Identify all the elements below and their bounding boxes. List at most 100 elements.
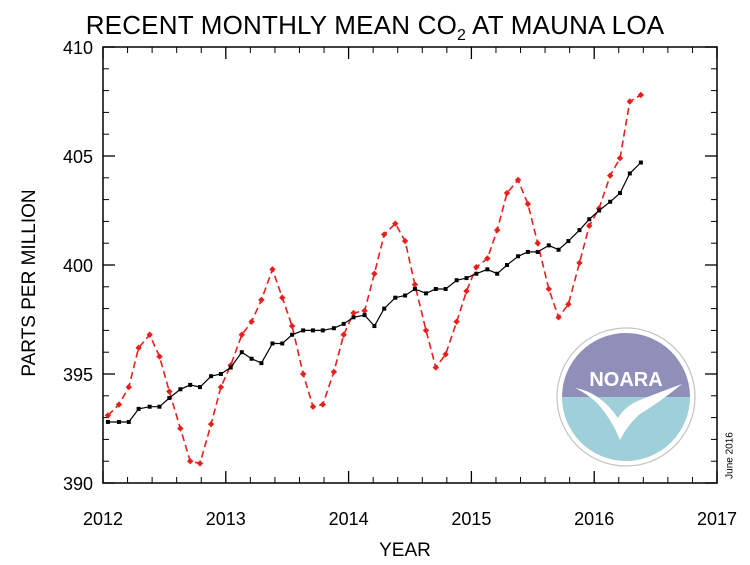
series-point-diamond: [565, 301, 572, 308]
series-point-square: [372, 324, 377, 329]
date-stamp: June 2016: [724, 432, 736, 479]
series-point-diamond: [473, 263, 480, 271]
series-point-diamond: [125, 383, 132, 391]
series-point-square: [218, 372, 223, 376]
series-point-diamond: [626, 98, 634, 105]
x-tick-label: 2012: [83, 509, 123, 529]
series-point-diamond: [576, 259, 583, 267]
series-point-square: [116, 419, 121, 424]
series-point-diamond: [371, 270, 378, 277]
series-point-square: [474, 271, 479, 276]
series-point-diamond: [330, 368, 338, 376]
series-point-diamond: [269, 266, 276, 273]
series-line-1: [107, 94, 642, 465]
series-point-square: [126, 419, 131, 424]
series-point-diamond: [463, 287, 470, 295]
series-point-square: [147, 404, 152, 409]
series-point-square: [249, 356, 254, 361]
series-point-square: [362, 313, 367, 318]
series-point-square: [331, 326, 336, 331]
series-point-diamond: [350, 309, 357, 317]
series-point-square: [136, 406, 141, 411]
series-point-square: [178, 387, 183, 392]
series-point-diamond: [156, 353, 163, 360]
series-point-diamond: [135, 344, 142, 352]
series-point-square: [290, 332, 295, 337]
series-point-diamond: [207, 420, 215, 428]
plot-axes: 2012 2013 2014 2015 2016 2017 390 395 400 405 410: [63, 38, 737, 529]
noaa-logo: NOARA: [556, 327, 696, 467]
series-point-square: [433, 286, 438, 291]
series-point-diamond: [432, 364, 439, 371]
series-point-square: [209, 374, 214, 379]
series-point-diamond: [381, 231, 388, 238]
chart-title: RECENT MONTHLY MEAN CO2 AT MAUNA LOA: [85, 10, 665, 44]
series-point-diamond: [586, 222, 593, 229]
series-point-diamond: [299, 370, 307, 378]
series-point-diamond: [606, 172, 614, 179]
series-point-diamond: [411, 281, 419, 288]
series-point-square: [577, 228, 582, 233]
series-point-diamond: [196, 460, 204, 467]
series-point-diamond: [309, 403, 317, 410]
series-point-diamond: [146, 331, 153, 338]
series-point-square: [188, 382, 193, 387]
y-tick-label: 410: [63, 38, 93, 58]
x-tick-label: 2017: [697, 509, 737, 529]
series-point-square: [412, 286, 417, 291]
series-point-square: [157, 404, 162, 409]
series-point-diamond: [637, 91, 645, 99]
series-point-diamond: [258, 296, 265, 304]
series-point-diamond: [104, 412, 112, 419]
series-point-square: [597, 208, 602, 213]
series-point-diamond: [503, 189, 511, 197]
series-point-square: [239, 350, 244, 355]
series-point-diamond: [361, 307, 368, 314]
series-point-diamond: [555, 314, 562, 321]
series-point-square: [270, 341, 275, 346]
series-point-diamond: [422, 327, 430, 334]
series-point-diamond: [340, 331, 347, 338]
series-point-diamond: [442, 351, 449, 358]
series-point-diamond: [392, 220, 399, 227]
series-point-square: [393, 295, 398, 300]
series-point-square: [280, 341, 285, 346]
series-point-square: [228, 365, 233, 370]
series-point-diamond: [453, 318, 460, 325]
noaa-logo-text: NOARA: [589, 369, 662, 391]
series-point-square: [546, 243, 551, 248]
series-point-diamond: [484, 255, 491, 262]
y-tick-label: 390: [63, 474, 93, 494]
x-axis-label: YEAR: [379, 540, 431, 561]
series-point-diamond: [217, 383, 225, 391]
series-point-square: [351, 315, 356, 320]
y-tick-label: 400: [63, 256, 93, 276]
series-point-square: [310, 328, 315, 333]
series-layer: [104, 91, 645, 467]
series-point-square: [382, 306, 387, 311]
series-point-square: [167, 395, 172, 400]
series-point-square: [485, 267, 490, 272]
x-tick-label: 2015: [451, 509, 491, 529]
series-point-diamond: [115, 401, 123, 408]
series-point-diamond: [524, 200, 532, 208]
series-point-square: [443, 286, 448, 291]
series-point-square: [341, 321, 346, 326]
y-tick-label: 395: [63, 365, 93, 385]
y-tick-label: 405: [63, 147, 93, 167]
series-point-square: [423, 291, 428, 296]
series-point-diamond: [238, 331, 245, 338]
series-point-diamond: [514, 176, 522, 184]
series-point-square: [198, 385, 203, 390]
series-point-diamond: [595, 205, 603, 212]
x-tick-label: 2013: [206, 509, 246, 529]
series-point-square: [617, 191, 622, 196]
series-point-diamond: [177, 425, 184, 432]
series-point-square: [516, 254, 521, 259]
series-point-square: [587, 217, 592, 222]
series-point-diamond: [288, 322, 296, 330]
series-point-diamond: [248, 318, 255, 325]
seagull-shape: [575, 384, 682, 440]
series-point-square: [608, 199, 613, 204]
